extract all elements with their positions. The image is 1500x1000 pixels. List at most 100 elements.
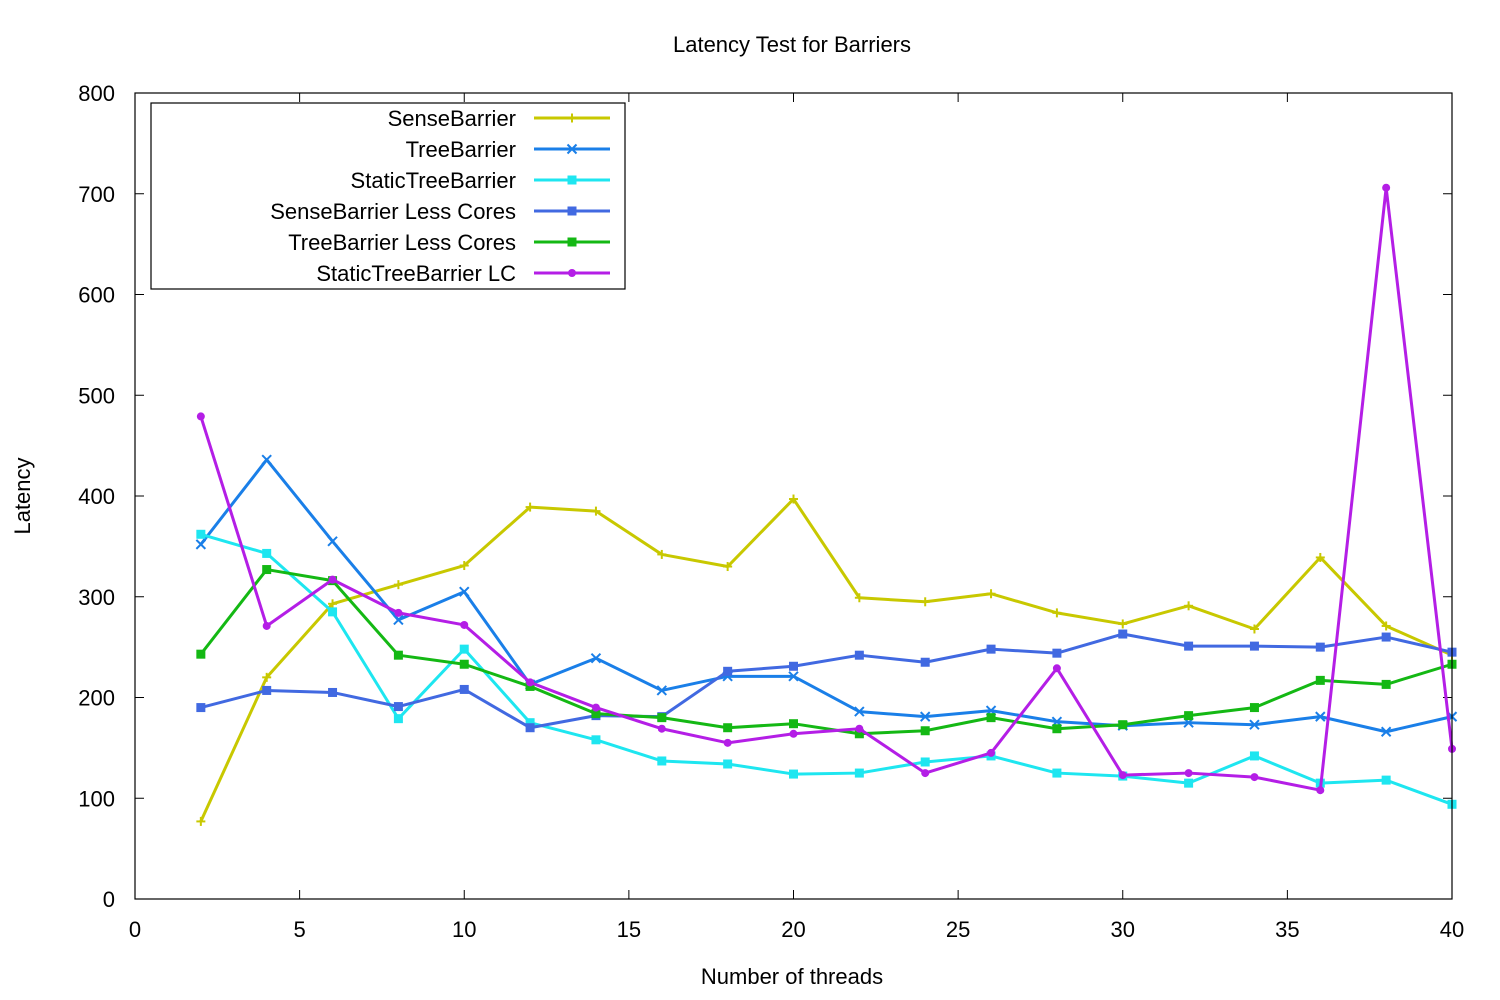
legend-marker	[566, 143, 578, 155]
x-tick-label: 10	[452, 917, 476, 942]
data-point	[657, 713, 667, 723]
data-point	[262, 672, 272, 682]
data-point	[1249, 641, 1259, 651]
data-point	[789, 769, 798, 779]
data-point	[657, 756, 667, 766]
legend-label: TreeBarrier Less Cores	[288, 230, 516, 255]
data-point	[1249, 703, 1259, 713]
data-point	[723, 759, 733, 769]
data-point	[920, 597, 930, 607]
data-point	[393, 714, 403, 724]
series-1	[195, 454, 1458, 737]
data-point	[723, 723, 733, 733]
y-tick-label: 800	[78, 81, 115, 106]
data-point	[591, 735, 601, 745]
data-point	[262, 565, 272, 575]
y-axis-label: Latency	[10, 457, 35, 534]
data-point	[525, 681, 535, 691]
data-point	[1316, 786, 1325, 795]
data-point	[1315, 711, 1326, 722]
series-line	[199, 458, 1453, 734]
data-point	[854, 729, 864, 739]
data-point	[1184, 778, 1194, 788]
series-2	[196, 529, 1457, 809]
data-point	[1381, 632, 1391, 642]
data-point	[591, 703, 600, 712]
data-point	[1118, 629, 1128, 639]
data-point	[1249, 751, 1259, 761]
data-point	[1382, 183, 1391, 192]
data-point	[1118, 720, 1128, 730]
x-tick-label: 30	[1111, 917, 1135, 942]
y-tick-label: 200	[78, 686, 115, 711]
data-point	[854, 768, 864, 778]
data-point	[1381, 679, 1391, 689]
data-point	[920, 757, 930, 767]
data-point	[1052, 608, 1062, 618]
data-point	[459, 586, 470, 597]
data-point	[657, 724, 666, 733]
data-point	[1118, 619, 1128, 629]
data-point	[854, 593, 864, 603]
data-point	[789, 719, 798, 729]
data-point	[921, 769, 930, 778]
x-tick-label: 20	[781, 917, 805, 942]
series-line	[200, 532, 1453, 806]
data-point	[328, 599, 338, 609]
data-point	[656, 685, 668, 696]
data-point	[1315, 642, 1325, 652]
data-point	[723, 738, 732, 747]
legend-label: TreeBarrier	[406, 137, 516, 162]
data-point	[789, 661, 798, 671]
data-point	[1052, 664, 1061, 673]
data-point	[789, 494, 798, 504]
data-point	[525, 723, 535, 733]
data-point	[1052, 724, 1062, 734]
data-point	[196, 412, 205, 421]
data-point	[590, 653, 602, 664]
data-point	[723, 562, 733, 572]
data-point	[1052, 768, 1062, 778]
data-point	[328, 687, 338, 697]
data-point	[986, 644, 996, 654]
data-point	[459, 659, 469, 669]
legend-label: StaticTreeBarrier	[351, 168, 516, 193]
legend-label: SenseBarrier	[388, 106, 516, 131]
data-point	[1249, 719, 1260, 730]
data-point	[196, 529, 206, 539]
legend-marker	[567, 113, 577, 123]
data-point	[920, 657, 930, 667]
data-point	[262, 685, 272, 695]
data-point	[196, 703, 206, 713]
data-point	[986, 589, 996, 599]
data-point	[591, 506, 601, 516]
data-point	[1381, 775, 1391, 785]
data-point	[1184, 641, 1194, 651]
data-point	[591, 709, 601, 719]
y-tick-label: 400	[78, 484, 115, 509]
data-point	[460, 620, 469, 629]
data-point	[1381, 621, 1391, 631]
data-point	[525, 718, 535, 728]
x-tick-label: 5	[294, 917, 306, 942]
legend-marker	[568, 269, 576, 277]
data-point	[1250, 773, 1259, 782]
data-point	[393, 614, 404, 626]
axis-ticks: 0 5 10 15 20 25 30 35 40010020030040050060070080…	[78, 81, 1464, 942]
series-5	[196, 183, 1456, 795]
x-tick-label: 0	[129, 917, 141, 942]
data-point	[459, 644, 469, 654]
chart-title: Latency Test for Barriers	[673, 32, 911, 57]
data-point	[1184, 601, 1194, 611]
legend-marker	[567, 206, 577, 216]
data-point	[459, 561, 469, 571]
series-line	[199, 186, 1454, 792]
y-tick-label: 500	[78, 383, 115, 408]
legend-box	[150, 102, 626, 290]
plot-frame	[134, 92, 1453, 900]
data-point	[919, 711, 931, 722]
y-tick-label: 300	[78, 585, 115, 610]
x-tick-label: 15	[617, 917, 641, 942]
data-point	[986, 713, 996, 723]
